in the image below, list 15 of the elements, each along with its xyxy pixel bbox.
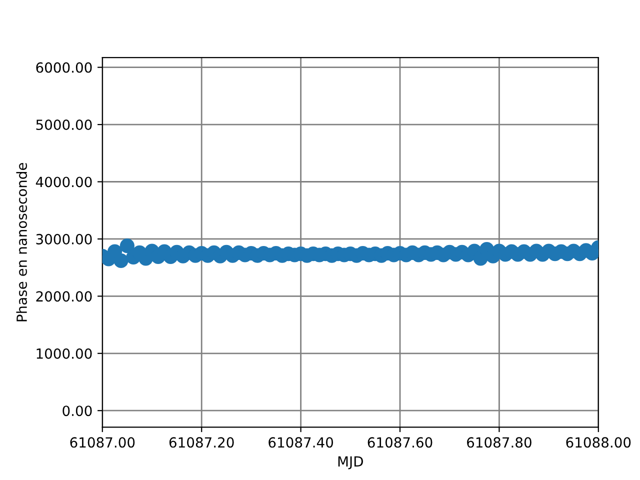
x-tick-label: 61087.40 [268,437,334,448]
y-tick-label: 0.00 [62,406,92,416]
y-tick-label: 2000.00 [36,291,92,302]
y-tick-label: 5000.00 [36,120,92,130]
x-axis-title: MJD [338,456,363,470]
y-tick-label: 1000.00 [36,348,92,359]
y-tick-label: 4000.00 [36,176,92,188]
x-tick-label: 61088.00 [566,437,631,448]
y-axis-title: Phase en nanoseconde [16,162,27,322]
x-tick-label: 61087.00 [70,437,135,448]
y-tick-label: 6000.00 [36,62,92,73]
x-tick-label: 61087.20 [169,437,234,448]
y-tick-label: 3000.00 [36,234,92,244]
x-tick-label: 61087.60 [368,437,432,448]
x-tick-label: 61087.80 [467,437,532,448]
